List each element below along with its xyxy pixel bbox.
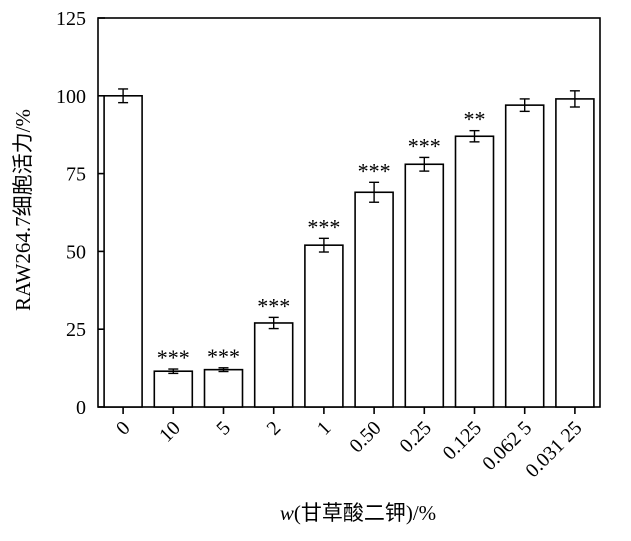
bar: [404, 163, 445, 408]
bar: [203, 368, 244, 408]
bar: [504, 104, 545, 408]
x-axis-title: w(甘草酸二钾)/%: [280, 501, 436, 525]
significance-marker: **: [464, 107, 486, 132]
bar: [103, 95, 143, 408]
bar: [304, 244, 344, 408]
y-axis: 0 25 50 75 100 125: [56, 8, 105, 419]
x-tick-label: 5: [212, 417, 235, 440]
bars: *** *****************: [103, 88, 595, 408]
x-tick-label: 0.25: [396, 417, 436, 457]
x-axis-title-variable: w: [280, 501, 294, 525]
bar: [555, 98, 595, 408]
y-tick-label: 100: [56, 86, 86, 108]
bar: [354, 191, 394, 408]
x-tick-label: 0.031 25: [521, 417, 586, 482]
significance-marker: ***: [207, 344, 240, 369]
plot-area: [97, 17, 601, 408]
x-tick-label: 2: [263, 417, 286, 440]
y-axis-title: RAW264.7细胞活力/%: [11, 109, 35, 311]
significance-marker: ***: [358, 158, 391, 183]
y-tick-label: 75: [66, 164, 86, 186]
bar: [153, 370, 194, 408]
x-tick-label: 0: [112, 417, 135, 440]
x-tick-label: 0.125: [439, 417, 486, 464]
y-tick-label: 125: [56, 8, 86, 30]
significance-marker: ***: [257, 293, 290, 318]
x-tick-label: 1: [313, 417, 336, 440]
y-tick-label: 25: [66, 319, 86, 341]
x-tick-label: 10: [155, 417, 185, 447]
x-tick-label: 0.50: [345, 417, 385, 457]
y-tick-label: 50: [66, 241, 86, 263]
significance-marker: ***: [307, 214, 340, 239]
bar: [253, 322, 294, 408]
significance-marker: ***: [408, 133, 441, 158]
x-axis-title-text: (甘草酸二钾)/%: [294, 501, 436, 525]
plot-frame: [97, 17, 601, 408]
significance-marker: ***: [157, 345, 190, 370]
bar: [454, 135, 495, 408]
y-tick-label: 0: [76, 397, 86, 419]
